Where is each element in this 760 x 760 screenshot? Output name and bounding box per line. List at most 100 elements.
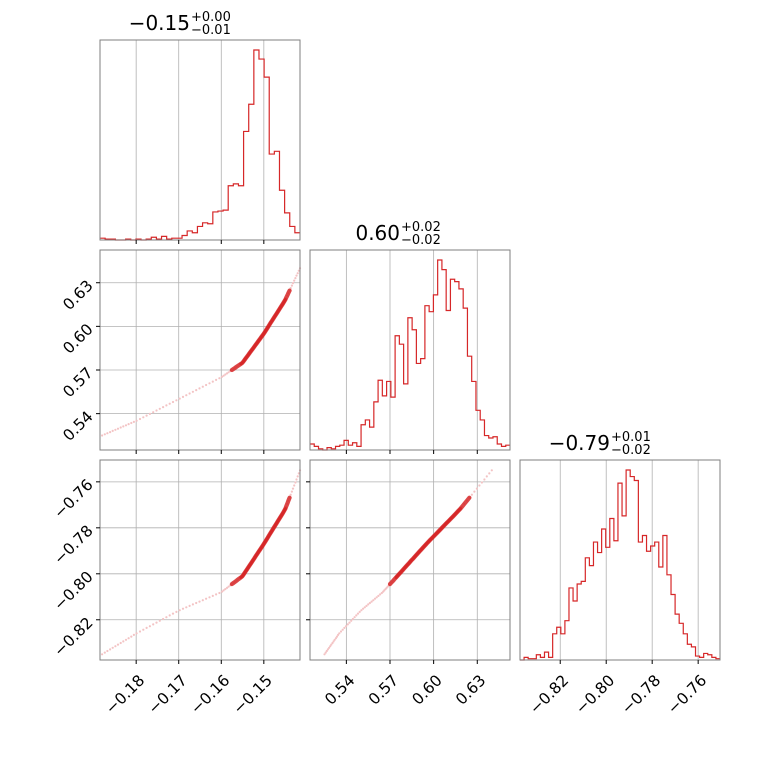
contour-r2-c1-2 <box>406 517 452 566</box>
xtick-label-param-0-1: −0.17 <box>145 671 191 717</box>
scatter-point-r2-c0-30 <box>191 603 194 606</box>
scatter-point-r2-c0-18 <box>152 623 155 626</box>
scatter-point-r2-c0-82 <box>289 493 292 496</box>
scatter-point-r2-c0-89 <box>297 472 300 475</box>
scatter-point-r2-c1-19 <box>348 621 351 624</box>
scatter-point-r2-c0-23 <box>168 614 171 617</box>
scatter-point-r2-c1-26 <box>360 609 363 612</box>
scatter-point-r1-c0-21 <box>162 406 165 409</box>
scatter-point-r2-c1-34 <box>373 597 377 600</box>
scatter-point-r2-c0-1 <box>103 651 106 654</box>
xtick-label-param-1-3: 0.63 <box>452 671 489 708</box>
scatter-point-r2-c0-7 <box>119 641 122 645</box>
ytick-label-param-2-2: −0.78 <box>50 522 96 568</box>
scatter-point-r1-c0-37 <box>215 378 218 381</box>
scatter-point-r1-c0-25 <box>175 399 178 402</box>
scatter-point-r2-c0-17 <box>148 625 151 628</box>
scatter-point-r1-c0-4 <box>111 429 114 432</box>
scatter-point-r1-c0-22 <box>165 404 168 407</box>
scatter-point-r2-c1-24 <box>356 612 360 615</box>
scatter-point-r2-c1-15 <box>341 628 344 631</box>
scatter-point-r2-c1-21 <box>351 617 354 621</box>
param-title-minus-1: −0.02 <box>401 233 441 248</box>
scatter-point-r1-c0-34 <box>205 383 208 387</box>
param-title-minus-2: −0.02 <box>611 443 651 458</box>
xtick-label-param-1-2: 0.60 <box>409 671 446 708</box>
scatter-point-r2-c1-90 <box>490 469 493 472</box>
scatter-point-r2-c0-0 <box>101 653 104 656</box>
scatter-point-r2-c1-2 <box>325 649 328 653</box>
scatter-point-r1-c0-10 <box>127 423 130 426</box>
scatter-point-r1-c0-14 <box>138 417 142 421</box>
scatter-point-r1-c0-6 <box>116 427 120 430</box>
scatter-point-r1-c0-23 <box>168 402 171 405</box>
scatter-point-r2-c1-32 <box>370 600 373 603</box>
param-title-value-1: 0.60 <box>355 221 400 245</box>
scatter-point-r1-c0-9 <box>124 424 128 427</box>
scatter-point-r1-c0-89 <box>297 269 300 272</box>
scatter-point-r2-c1-86 <box>480 481 483 484</box>
scatter-point-r2-c0-40 <box>222 589 225 592</box>
scatter-point-r2-c0-27 <box>181 607 185 610</box>
scatter-point-r2-c1-28 <box>363 606 366 609</box>
histogram-param-1 <box>310 259 510 451</box>
param-title-minus-0: −0.01 <box>191 23 231 38</box>
scatter-point-r1-c0-5 <box>114 428 117 431</box>
scatter-point-r2-c0-9 <box>124 638 128 641</box>
scatter-point-r2-c0-15 <box>142 628 145 631</box>
scatter-point-r2-c0-41 <box>224 588 227 591</box>
scatter-point-r2-c0-32 <box>198 600 201 603</box>
xtick-label-param-0-2: −0.16 <box>187 671 233 717</box>
scatter-point-r1-c0-2 <box>106 432 109 435</box>
xtick-label-param-2-3: −0.76 <box>664 671 710 717</box>
scatter-point-r2-c0-21 <box>162 617 165 621</box>
scatter-point-r2-c0-5 <box>114 645 117 648</box>
scatter-point-r1-c0-41 <box>224 373 227 376</box>
scatter-point-r2-c0-88 <box>296 475 299 478</box>
scatter-point-r2-c1-5 <box>329 645 332 648</box>
contour-r1-c0-2 <box>248 308 281 354</box>
scatter-point-r1-c0-38 <box>218 377 221 380</box>
scatter-point-r2-c0-22 <box>165 616 168 619</box>
scatter-point-r2-c0-14 <box>138 630 142 633</box>
scatter-point-r1-c0-0 <box>101 434 104 437</box>
histogram-param-0 <box>100 49 300 241</box>
scatter-point-r2-c0-38 <box>218 591 221 595</box>
scatter-point-r1-c0-84 <box>291 282 295 285</box>
scatter-point-r1-c0-8 <box>122 425 125 428</box>
scatter-point-r2-c0-6 <box>116 643 120 646</box>
scatter-point-r2-c0-29 <box>188 604 191 608</box>
scatter-point-r1-c0-20 <box>158 407 161 410</box>
scatter-point-r1-c0-7 <box>119 426 122 429</box>
param-title-value-2: −0.79 <box>549 431 610 455</box>
panel-frame-r1-c1 <box>309 249 511 451</box>
scatter-point-r2-c0-12 <box>132 633 135 637</box>
scatter-point-r2-c0-11 <box>130 635 133 638</box>
scatter-point-r1-c0-39 <box>220 375 224 378</box>
scatter-point-r1-c0-12 <box>132 420 135 423</box>
scatter-point-r2-c0-4 <box>111 646 114 649</box>
scatter-point-r1-c0-88 <box>296 272 299 275</box>
scatter-point-r2-c1-14 <box>339 630 343 633</box>
scatter-point-r2-c0-3 <box>109 648 112 651</box>
contour-r1-c0-0 <box>229 288 292 373</box>
xtick-label-param-0-0: −0.18 <box>102 671 148 717</box>
param-title-value-0: −0.15 <box>129 11 190 35</box>
scatter-point-r2-c1-37 <box>379 593 382 596</box>
ytick-label-param-2-3: −0.76 <box>50 476 96 522</box>
xtick-label-param-1-1: 0.57 <box>365 671 402 708</box>
scatter-point-r2-c0-13 <box>135 632 138 635</box>
panel-frame-r2-c2 <box>519 459 721 661</box>
scatter-point-r2-c0-25 <box>175 610 178 614</box>
scatter-point-r1-c0-87 <box>295 274 298 277</box>
scatter-point-r2-c0-16 <box>145 626 148 630</box>
scatter-point-r2-c1-1 <box>324 651 327 654</box>
scatter-point-r2-c1-35 <box>375 596 378 599</box>
scatter-point-r2-c0-84 <box>291 487 295 490</box>
ytick-label-param-1-1: 0.57 <box>60 364 97 401</box>
scatter-point-r1-c0-36 <box>211 380 214 383</box>
scatter-point-r2-c0-31 <box>195 601 198 605</box>
scatter-point-r1-c0-13 <box>135 419 138 422</box>
scatter-point-r2-c1-10 <box>334 637 337 640</box>
